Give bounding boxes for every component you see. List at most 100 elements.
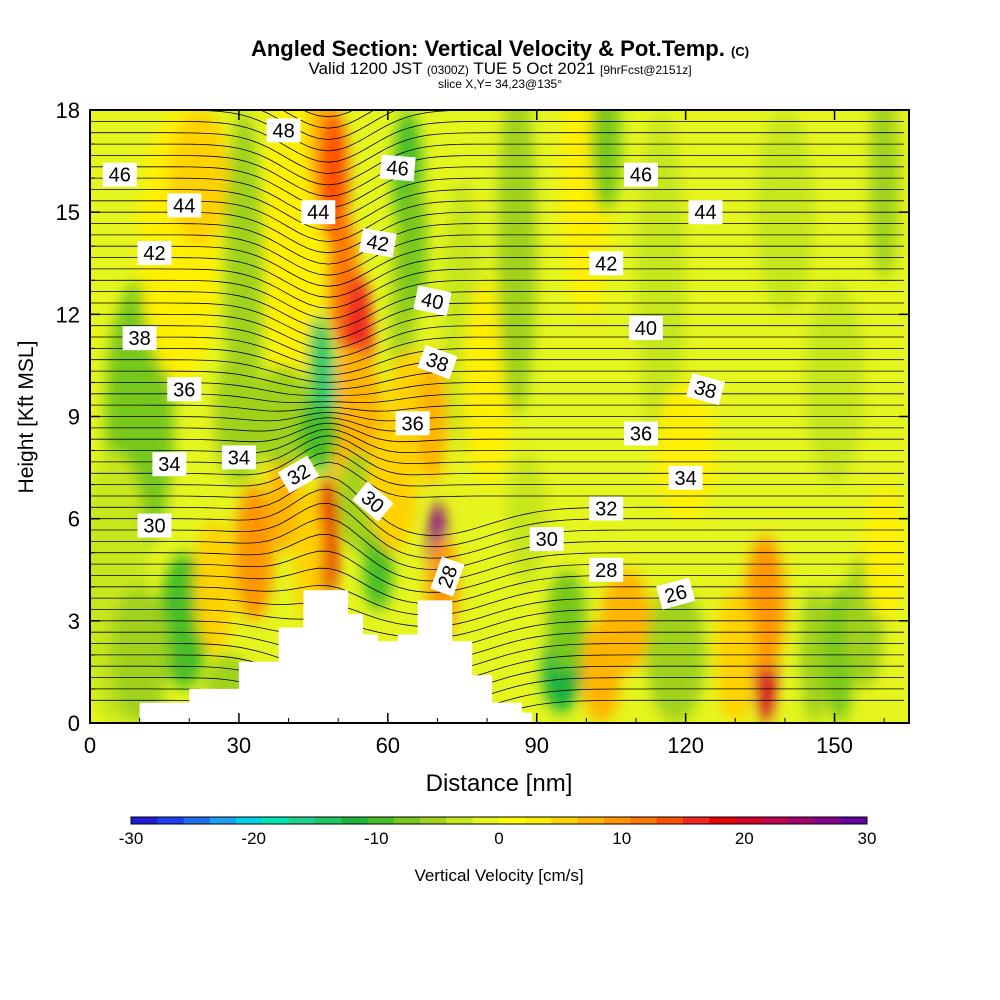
- contour-label-text: 38: [128, 328, 150, 350]
- colorbar-cell: [709, 817, 736, 824]
- contour-label: 46: [102, 162, 137, 187]
- isentrope-line: [90, 348, 904, 376]
- colorbar-cell: [288, 817, 316, 824]
- contour-label: 28: [430, 556, 465, 597]
- y-tick-label: 18: [56, 98, 80, 123]
- contour-label-box: [301, 200, 336, 225]
- velocity-cell: [224, 110, 264, 451]
- contour-label: 44: [301, 200, 336, 225]
- contour-label: 44: [167, 193, 202, 218]
- slice-info: slice X,Y= 34,23@135°: [437, 77, 563, 91]
- velocity-cell: [323, 348, 383, 485]
- isentrope-line: [90, 393, 904, 403]
- colorbar-cell: [341, 817, 368, 824]
- contour-label-box: [589, 251, 624, 276]
- x-tick-label: 120: [667, 733, 704, 758]
- colorbar-tick-label: 30: [858, 829, 877, 848]
- isentrope-line: [90, 234, 904, 276]
- isentrope-line: [90, 143, 904, 186]
- x-tick-label: 150: [816, 733, 853, 758]
- isentrope-line: [90, 155, 904, 197]
- contour-label: 36: [167, 377, 202, 402]
- contour-label-text: 46: [109, 165, 131, 187]
- contour-label-text: 46: [386, 157, 410, 181]
- colorbar-cell: [788, 817, 815, 824]
- contour-label-box: [266, 118, 301, 143]
- colorbar-tick-label: 0: [494, 829, 503, 848]
- contour-label-text: 40: [419, 289, 445, 315]
- title-text: Angled Section: Vertical Velocity & Pot.…: [250, 36, 725, 61]
- valid-prefix: Valid 1200 JST: [308, 59, 423, 78]
- isentrope-line: [90, 200, 904, 243]
- contour-label-text: 42: [365, 231, 391, 257]
- isentrope-line: [90, 132, 904, 175]
- y-tick-label: 6: [68, 507, 80, 532]
- contour-label-text: 44: [173, 195, 195, 217]
- contour-label: 34: [668, 465, 703, 490]
- x-tick-label: 0: [84, 733, 96, 758]
- contour-label: 40: [413, 285, 452, 316]
- contour-label-box: [589, 557, 624, 582]
- contour-label-text: 36: [630, 424, 652, 446]
- isentrope-line: [90, 110, 904, 152]
- contour-label-box: [277, 455, 320, 494]
- contour-label: 26: [656, 577, 696, 610]
- velocity-cell: [546, 569, 587, 672]
- isentrope-line: [90, 245, 904, 287]
- colorbar-tick-label: -10: [364, 829, 389, 848]
- contour-label-text: 42: [143, 243, 165, 265]
- colorbar-cell: [814, 817, 842, 824]
- contour-label-text: 36: [173, 379, 195, 401]
- velocity-cell: [397, 178, 428, 315]
- isentrope-line: [90, 502, 904, 559]
- isentrope-line: [90, 279, 904, 320]
- isentrope-line: [90, 584, 904, 616]
- y-tick-label: 3: [68, 609, 80, 634]
- contour-label-box: [624, 162, 658, 187]
- contour-label: 36: [624, 421, 658, 446]
- isentrope-line: [90, 643, 904, 673]
- contour-label-text: 28: [595, 560, 617, 582]
- isentrope-line: [90, 223, 904, 265]
- contour-label-box: [668, 465, 703, 490]
- colorbar-cell: [735, 817, 763, 824]
- isentrope-line: [90, 382, 904, 397]
- contour-label-box: [352, 481, 394, 522]
- colorbar-cell: [420, 817, 447, 824]
- contour-label: 34: [152, 452, 187, 477]
- colorbar: -30 -20 -10 0 10 20 30 Vertical Velocity [cm/s…: [119, 816, 877, 885]
- colorbar-cell: [551, 817, 579, 824]
- colorbar-cell: [315, 817, 342, 824]
- terrain-profile: [90, 590, 909, 723]
- contour-label-box: [137, 241, 172, 265]
- colorbar-cell: [183, 817, 211, 824]
- contour-label-text: 46: [630, 165, 652, 187]
- colorbar-cell: [209, 817, 237, 824]
- contour-label-box: [137, 513, 172, 538]
- isentrope-line: [90, 313, 904, 350]
- velocity-cell: [591, 110, 622, 213]
- contour-label: 30: [137, 513, 172, 538]
- isentrope-line: [90, 411, 904, 422]
- isentrope-line: [90, 121, 904, 163]
- x-axis-label: Distance [nm]: [426, 770, 573, 797]
- colorbar-cell: [630, 817, 658, 824]
- contour-label: 42: [589, 251, 624, 276]
- title-mark: (C): [731, 44, 750, 59]
- contour-label: 34: [221, 445, 256, 470]
- colorbar-tick-label: -30: [119, 829, 144, 848]
- isentrope-line: [90, 211, 904, 254]
- isentrope-line: [90, 665, 904, 701]
- velocity-cell: [417, 348, 448, 485]
- colorbar-ticks: -30 -20 -10 0 10 20 30: [119, 829, 877, 848]
- contour-label-box: [589, 496, 624, 521]
- colorbar-cell: [604, 817, 631, 824]
- contour-label-box: [529, 527, 564, 552]
- contour-label-text: 44: [694, 202, 716, 224]
- contour-label-box: [221, 445, 256, 470]
- colorbar-cell: [236, 817, 263, 824]
- contour-label-box: [413, 285, 452, 316]
- contour-label-box: [688, 200, 723, 225]
